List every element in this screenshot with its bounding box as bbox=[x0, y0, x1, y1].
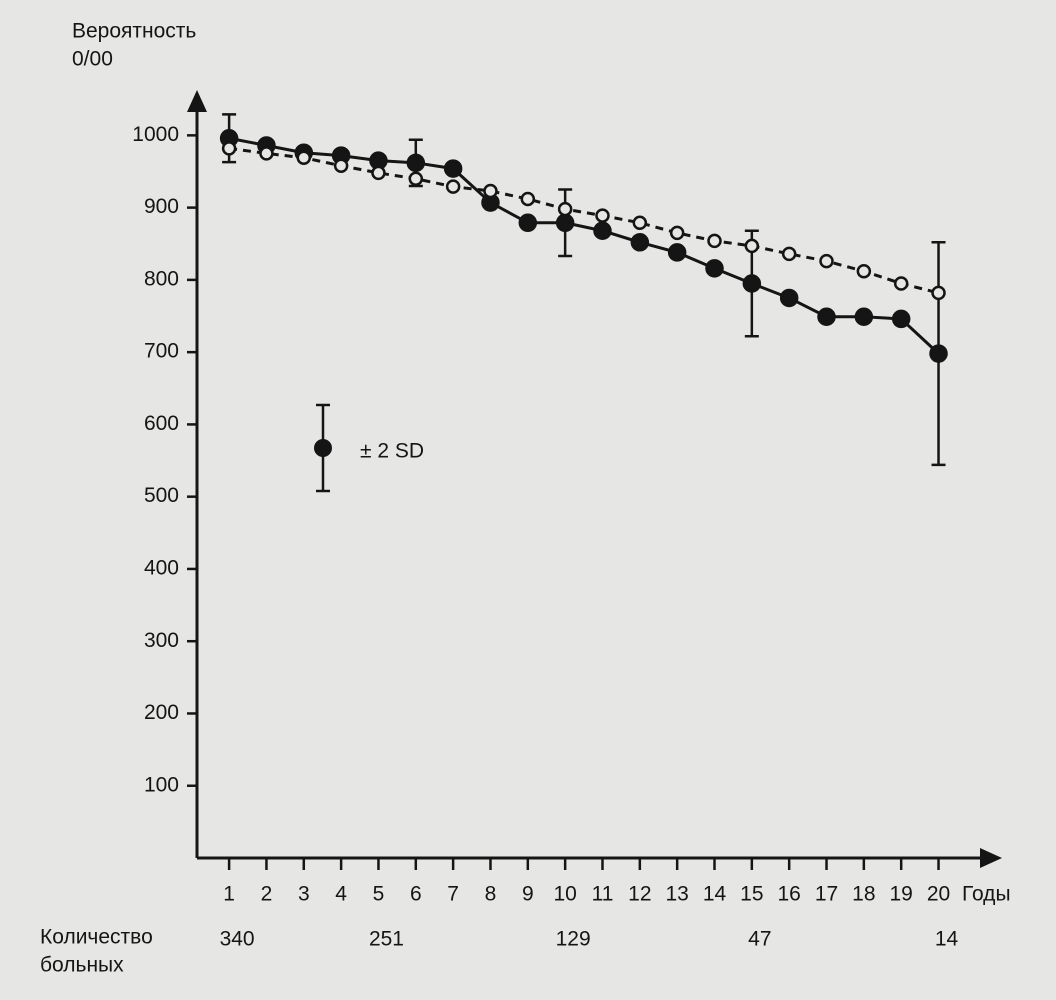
point bbox=[669, 225, 685, 241]
y-axis-arrow bbox=[187, 90, 207, 112]
point bbox=[854, 307, 874, 326]
y-axis-label-line1: Вероятность bbox=[72, 20, 196, 43]
x-tick-label: 1 bbox=[223, 883, 235, 906]
y-tick-label: 600 bbox=[144, 412, 179, 435]
point bbox=[931, 285, 946, 301]
y-tick-label: 800 bbox=[144, 267, 179, 290]
x-tick-label: 18 bbox=[852, 883, 875, 906]
y-tick-label: 300 bbox=[144, 629, 179, 652]
point bbox=[445, 179, 461, 194]
patient-count: 340 bbox=[220, 928, 255, 951]
y-tick-label: 700 bbox=[144, 340, 179, 363]
point bbox=[779, 288, 799, 308]
point bbox=[518, 213, 538, 233]
point bbox=[742, 274, 762, 293]
point bbox=[856, 263, 872, 279]
legend-label: ± 2 SD bbox=[360, 440, 424, 463]
x-axis-label: Годы bbox=[962, 883, 1011, 906]
point bbox=[406, 153, 426, 173]
x-tick-label: 5 bbox=[373, 883, 385, 906]
x-tick-label: 7 bbox=[447, 883, 459, 906]
y-tick-label: 500 bbox=[144, 484, 179, 507]
x-tick-label: 20 bbox=[927, 883, 950, 906]
legend: ± 2 SD bbox=[314, 403, 424, 493]
point bbox=[891, 309, 911, 329]
point bbox=[632, 215, 648, 231]
point bbox=[817, 307, 836, 326]
point bbox=[408, 171, 424, 186]
x-tick-label: 9 bbox=[522, 883, 534, 906]
point bbox=[630, 233, 650, 252]
point bbox=[595, 208, 610, 223]
point bbox=[221, 141, 237, 156]
point bbox=[443, 159, 463, 178]
point bbox=[555, 213, 575, 233]
legend-marker bbox=[314, 439, 332, 457]
point bbox=[781, 246, 797, 262]
point bbox=[371, 165, 386, 181]
point bbox=[707, 233, 722, 249]
patients-label-line1: Количество bbox=[40, 926, 153, 949]
point bbox=[929, 344, 948, 363]
point bbox=[483, 183, 498, 199]
x-tick-label: 8 bbox=[485, 883, 497, 906]
x-tick-label: 16 bbox=[777, 883, 800, 906]
y-tick-label: 200 bbox=[144, 701, 179, 724]
point bbox=[259, 146, 274, 161]
point bbox=[520, 191, 536, 207]
patient-count: 14 bbox=[935, 928, 959, 951]
point bbox=[593, 221, 612, 240]
patient-count: 129 bbox=[556, 928, 591, 951]
point bbox=[667, 243, 687, 262]
x-tick-label: 3 bbox=[298, 883, 310, 906]
x-tick-label: 11 bbox=[592, 883, 614, 906]
x-tick-label: 4 bbox=[335, 883, 347, 906]
point bbox=[705, 259, 724, 278]
patient-count: 251 bbox=[369, 928, 404, 951]
point bbox=[893, 276, 909, 291]
x-tick-label: 19 bbox=[890, 883, 913, 906]
point bbox=[819, 253, 834, 269]
x-tick-label: 2 bbox=[261, 883, 273, 906]
y-tick-label: 100 bbox=[144, 773, 179, 796]
y-tick-label: 900 bbox=[144, 195, 179, 218]
x-tick-label: 10 bbox=[553, 883, 576, 906]
point bbox=[557, 201, 573, 217]
point bbox=[744, 238, 760, 254]
y-axis-label-line2: 0/00 bbox=[72, 48, 113, 71]
x-tick-label: 15 bbox=[740, 883, 763, 906]
point bbox=[296, 150, 312, 166]
x-axis-arrow bbox=[980, 848, 1002, 868]
y-tick-label: 400 bbox=[144, 556, 179, 579]
x-tick-label: 12 bbox=[628, 883, 651, 906]
x-tick-label: 13 bbox=[665, 883, 688, 906]
x-tick-label: 6 bbox=[410, 883, 422, 906]
point bbox=[333, 158, 349, 173]
x-tick-label: 17 bbox=[815, 883, 838, 906]
x-tick-label: 14 bbox=[703, 883, 727, 906]
patients-label-line2: больных bbox=[40, 954, 124, 977]
y-tick-label: 1000 bbox=[132, 123, 179, 146]
patient-count: 47 bbox=[748, 928, 771, 951]
